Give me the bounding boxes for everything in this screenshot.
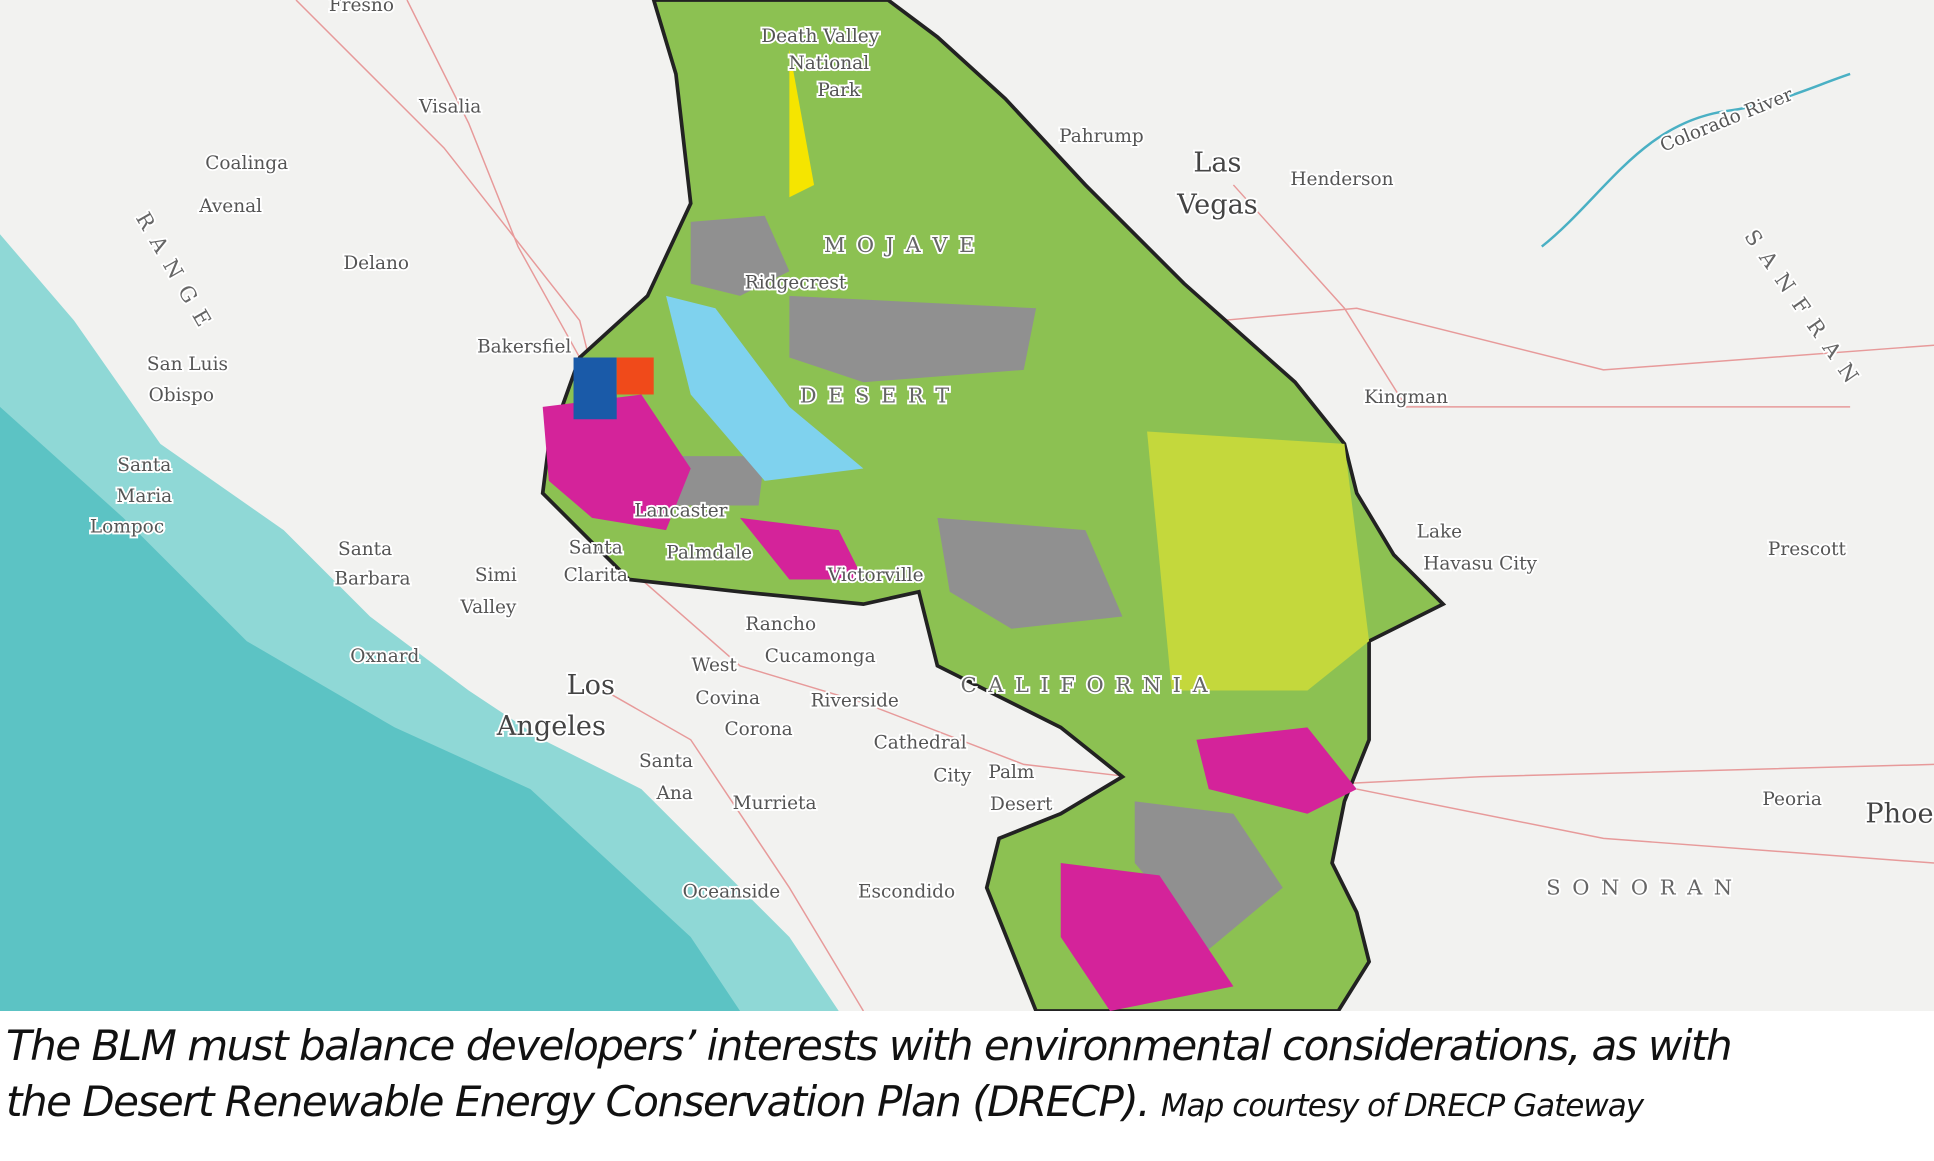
- place-label: Murrieta: [733, 793, 817, 814]
- place-label: Avenal: [198, 196, 262, 217]
- place-label: Simi: [475, 565, 517, 586]
- place-label: Lancaster: [634, 501, 727, 522]
- place-label: Rancho: [745, 614, 816, 635]
- place-label: Park: [817, 80, 860, 101]
- place-label: Ridgecrest: [745, 273, 847, 294]
- caption: The BLM must balance developers’ interes…: [0, 1011, 1934, 1161]
- place-label: Escondido: [858, 882, 955, 903]
- place-label: Coalinga: [205, 153, 288, 174]
- caption-credit: Map courtesy of DRECP Gateway: [1160, 1088, 1644, 1124]
- place-label: Victorville: [827, 565, 924, 586]
- place-label: Obispo: [149, 385, 214, 406]
- place-label: Las: [1193, 147, 1241, 178]
- place-label: Santa: [338, 539, 392, 560]
- caption-text: the Desert Renewable Energy Conservation…: [6, 1077, 1151, 1126]
- place-label: Bakersfiel: [477, 337, 571, 358]
- place-label: Death Valley: [761, 26, 879, 47]
- place-label: Ana: [656, 783, 693, 804]
- place-label: C A L I F O R N I A: [961, 673, 1210, 697]
- place-label: Santa: [569, 538, 623, 559]
- river: [1541, 72, 1851, 248]
- place-label: Cucamonga: [765, 646, 876, 667]
- land-patches: [542, 49, 1370, 1011]
- place-label: Barbara: [334, 568, 410, 589]
- place-label: Covina: [695, 688, 760, 709]
- place-label: Santa: [639, 751, 693, 772]
- place-label: Desert: [990, 794, 1053, 815]
- place-label: Cathedral: [874, 732, 967, 753]
- place-label: Pahrump: [1059, 126, 1144, 147]
- place-label: Fresno: [329, 0, 394, 16]
- place-label: Angeles: [496, 711, 606, 742]
- place-label: Oceanside: [683, 882, 781, 903]
- place-label: Lake: [1417, 522, 1463, 543]
- place-label: Oxnard: [350, 646, 419, 667]
- place-label: Delano: [343, 253, 409, 274]
- place-label: Kingman: [1364, 387, 1448, 408]
- place-label: Los: [567, 670, 615, 701]
- place-label: West: [691, 655, 737, 676]
- place-label: Palmdale: [666, 543, 752, 564]
- place-label: Santa: [117, 455, 171, 476]
- place-label: Clarita: [564, 565, 628, 586]
- place-label: City: [933, 766, 971, 787]
- place-label: Corona: [724, 719, 792, 740]
- place-label: Henderson: [1290, 169, 1393, 190]
- place-label: Prescott: [1768, 539, 1847, 560]
- place-label: National: [789, 53, 870, 74]
- ocean-deep: [0, 406, 741, 1011]
- place-label: San Luis: [147, 354, 228, 375]
- place-label: Havasu City: [1423, 554, 1537, 575]
- place-label: Valley: [459, 597, 516, 618]
- map: Fresno Visalia Coalinga Avenal Delano Bakersf…: [0, 0, 1934, 1011]
- place-label: S O N O R A N: [1546, 875, 1734, 899]
- place-label: Vegas: [1176, 189, 1258, 220]
- place-label: Lompoc: [90, 517, 164, 538]
- place-label: M O J A V E: [824, 233, 977, 257]
- place-label: D E S E R T: [800, 384, 952, 408]
- place-label: Riverside: [811, 691, 899, 712]
- place-label: Maria: [116, 486, 172, 507]
- place-label: Palm: [988, 762, 1035, 783]
- caption-line: The BLM must balance developers’ interes…: [6, 1021, 1733, 1070]
- caption-line: the Desert Renewable Energy Conservation…: [6, 1077, 1644, 1126]
- place-label: Peoria: [1762, 789, 1821, 810]
- place-label: Phoe: [1865, 798, 1933, 829]
- place-label: Visalia: [418, 96, 481, 117]
